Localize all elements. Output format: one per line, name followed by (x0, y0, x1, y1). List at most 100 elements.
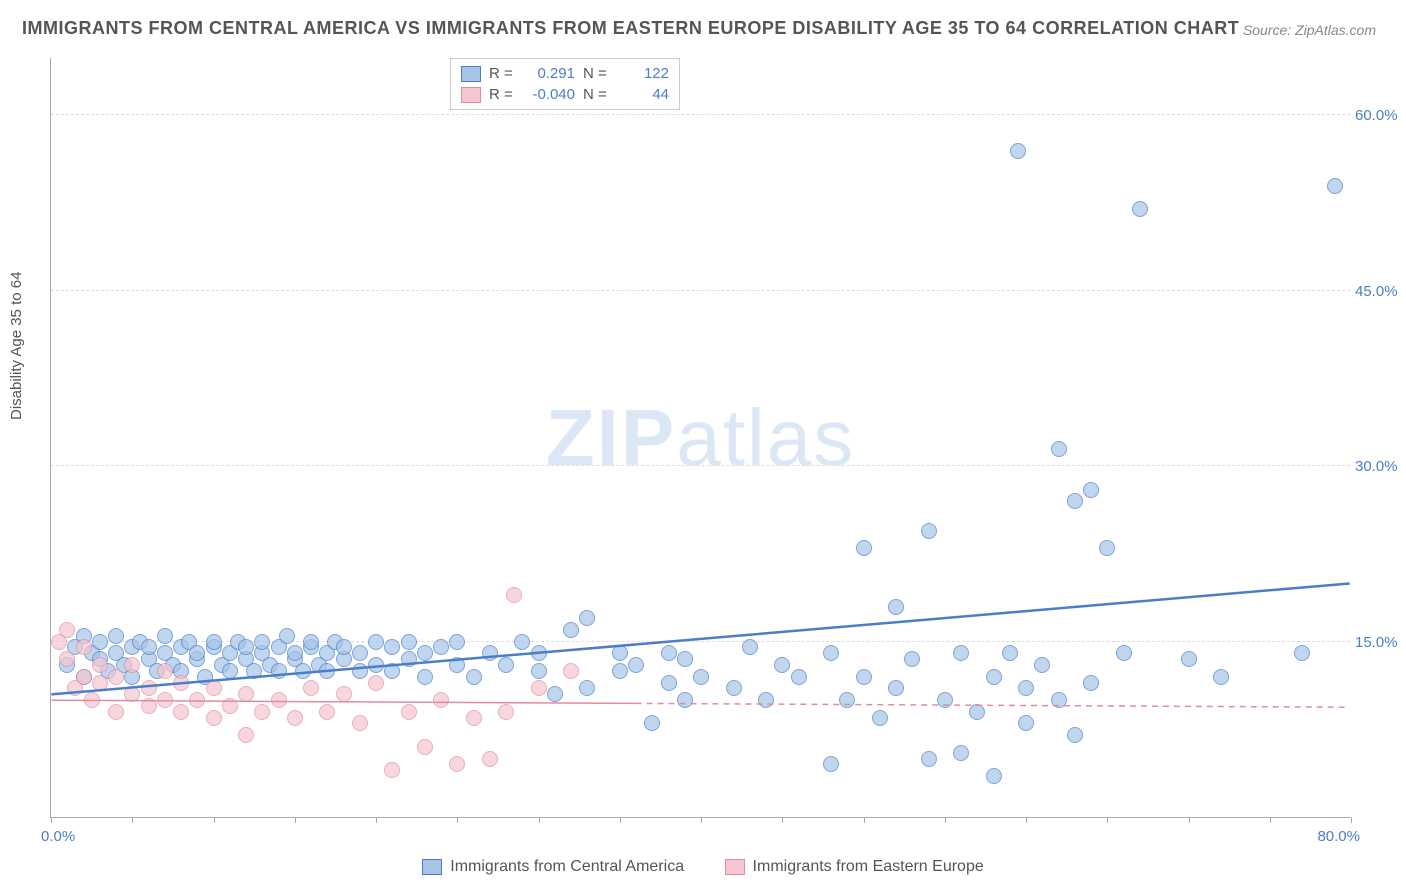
legend-swatch-central (422, 859, 442, 875)
plot-area: ZIPatlas 0.0% 80.0% 15.0%30.0%45.0%60.0% (50, 58, 1350, 818)
data-point (514, 634, 530, 650)
x-tick-mark (620, 817, 621, 823)
r-label: R = (489, 86, 517, 103)
x-tick-mark (1026, 817, 1027, 823)
data-point (791, 669, 807, 685)
data-point (1181, 651, 1197, 667)
data-point (433, 692, 449, 708)
data-point (108, 669, 124, 685)
gridline (51, 114, 1350, 115)
data-point (384, 639, 400, 655)
data-point (92, 634, 108, 650)
data-point (498, 657, 514, 673)
data-point (937, 692, 953, 708)
data-point (417, 669, 433, 685)
data-point (238, 639, 254, 655)
data-point (76, 669, 92, 685)
data-point (1034, 657, 1050, 673)
data-point (352, 715, 368, 731)
data-point (661, 645, 677, 661)
x-tick-mark (945, 817, 946, 823)
x-tick-mark (1270, 817, 1271, 823)
data-point (856, 669, 872, 685)
data-point (449, 657, 465, 673)
x-tick-mark (864, 817, 865, 823)
data-point (498, 704, 514, 720)
watermark-light: atlas (676, 393, 855, 482)
data-point (271, 663, 287, 679)
data-point (189, 645, 205, 661)
source-attribution: Source: ZipAtlas.com (1243, 22, 1376, 38)
data-point (59, 622, 75, 638)
data-point (612, 663, 628, 679)
gridline (51, 290, 1350, 291)
data-point (1083, 675, 1099, 691)
y-tick-label: 60.0% (1355, 107, 1405, 124)
x-tick-mark (1107, 817, 1108, 823)
source-name: ZipAtlas.com (1295, 22, 1376, 38)
x-tick-mark (539, 817, 540, 823)
n-label: N = (583, 86, 611, 103)
y-axis-label: Disability Age 35 to 64 (8, 272, 25, 420)
n-value-central: 122 (619, 65, 669, 82)
data-point (336, 686, 352, 702)
data-point (888, 599, 904, 615)
swatch-eastern-europe (461, 87, 481, 103)
data-point (482, 751, 498, 767)
data-point (368, 675, 384, 691)
data-point (888, 680, 904, 696)
data-point (287, 645, 303, 661)
y-tick-label: 30.0% (1355, 458, 1405, 475)
series-legend: Immigrants from Central America Immigran… (0, 858, 1406, 880)
data-point (677, 692, 693, 708)
x-tick-mark (132, 817, 133, 823)
data-point (222, 698, 238, 714)
x-tick-mark (51, 817, 52, 823)
data-point (1051, 692, 1067, 708)
x-tick-mark (1351, 817, 1352, 823)
data-point (921, 751, 937, 767)
data-point (506, 587, 522, 603)
data-point (563, 622, 579, 638)
data-point (141, 698, 157, 714)
data-point (904, 651, 920, 667)
x-tick-mark (782, 817, 783, 823)
data-point (433, 639, 449, 655)
data-point (222, 663, 238, 679)
legend-item-eastern: Immigrants from Eastern Europe (725, 858, 984, 876)
data-point (1051, 441, 1067, 457)
gridline (51, 465, 1350, 466)
data-point (449, 634, 465, 650)
data-point (986, 768, 1002, 784)
data-point (482, 645, 498, 661)
data-point (969, 704, 985, 720)
data-point (628, 657, 644, 673)
data-point (921, 523, 937, 539)
data-point (319, 704, 335, 720)
data-point (279, 628, 295, 644)
data-point (774, 657, 790, 673)
data-point (238, 686, 254, 702)
data-point (319, 663, 335, 679)
watermark: ZIPatlas (546, 392, 855, 484)
data-point (352, 645, 368, 661)
data-point (872, 710, 888, 726)
data-point (92, 657, 108, 673)
y-tick-label: 45.0% (1355, 283, 1405, 300)
x-tick-mark (214, 817, 215, 823)
x-tick-mark (295, 817, 296, 823)
data-point (401, 651, 417, 667)
data-point (1294, 645, 1310, 661)
data-point (1083, 482, 1099, 498)
data-point (986, 669, 1002, 685)
data-point (108, 704, 124, 720)
data-point (157, 692, 173, 708)
data-point (693, 669, 709, 685)
data-point (141, 639, 157, 655)
data-point (76, 639, 92, 655)
data-point (173, 675, 189, 691)
data-point (401, 634, 417, 650)
correlation-row-2: R = -0.040 N = 44 (461, 84, 669, 105)
data-point (823, 645, 839, 661)
chart-container: IMMIGRANTS FROM CENTRAL AMERICA VS IMMIG… (0, 0, 1406, 892)
